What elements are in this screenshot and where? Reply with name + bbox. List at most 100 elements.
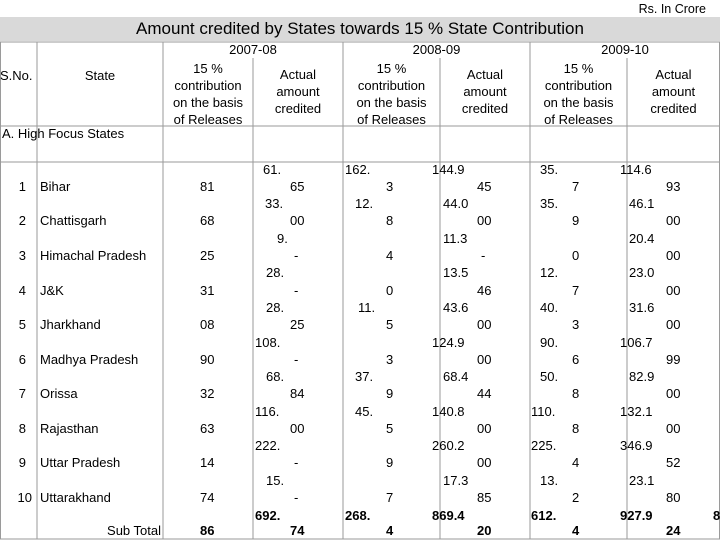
subtotal-contribution-2007: 86 [200,523,215,538]
row-contribution-2009-top: 50. [540,369,559,384]
row-actual-2007-top: 68. [266,369,285,384]
row-actual-2008-bottom: - [481,248,486,263]
row-contribution-2008-bottom: 4 [386,248,394,263]
row-actual-2007-top: 9. [277,231,288,246]
row-contribution-2008-bottom: 3 [386,352,394,367]
row-actual-2008-top: 144.9 [432,162,465,177]
edge-char: 8 [713,508,720,523]
row-actual-2007-bottom: - [294,283,299,298]
row-actual-2007-top: 222. [255,438,281,453]
row-contribution-2007: 90 [200,352,215,367]
subtotal-actual-2007-top: 692. [255,508,281,523]
subtotal-label: Sub Total [107,523,161,538]
row-contribution-2008-top: 162. [345,162,371,177]
table-title: Amount credited by States towards 15 % S… [136,19,584,38]
row-actual-2008-bottom: 44 [477,386,492,401]
subtotal-contribution-2009-bottom: 4 [572,523,580,538]
row-contribution-2009-bottom: 2 [572,490,580,505]
year-header-2007: 2007-08 [229,42,277,57]
unit-label: Rs. In Crore [638,2,706,16]
year-header-2009: 2009-10 [601,42,649,57]
row-sno: 9 [18,455,26,470]
row-actual-2009-top: 114.6 [620,162,652,177]
row-actual-2008-bottom: 00 [477,213,492,228]
subtotal-actual-2008-bottom: 20 [477,523,492,538]
subtotal-contribution-2008-top: 268. [345,508,371,523]
row-sno: 5 [18,317,26,332]
row-actual-2009-top: 346.9 [620,438,653,453]
row-contribution-2008-bottom: 7 [386,490,394,505]
row-actual-2009-top: 23.0 [629,265,655,280]
row-actual-2008-top: 260.2 [432,438,465,453]
row-contribution-2009-bottom: 0 [572,248,580,263]
row-actual-2009-bottom: 00 [666,317,681,332]
subtotal-actual-2007-bottom: 74 [290,523,305,538]
row-contribution-2008-bottom: 5 [386,317,394,332]
row-actual-2007-top: 116. [255,404,280,419]
row-actual-2007-top: 108. [255,335,281,350]
subtotal-actual-2008-top: 869.4 [432,508,465,523]
row-actual-2009-top: 82.9 [629,369,655,384]
row-contribution-2008-bottom: 5 [386,421,394,436]
row-actual-2009-bottom: 00 [666,421,681,436]
row-actual-2009-top: 20.4 [629,231,655,246]
row-state: Uttar Pradesh [40,455,121,470]
subtotal-actual-2009-top: 927.9 [620,508,653,523]
row-actual-2008-top: 140.8 [432,404,465,419]
row-actual-2007-bottom: - [294,248,299,263]
header-actual-2007: Actual amount credited [274,67,322,116]
row-sno: 10 [17,490,32,505]
row-actual-2009-bottom: 52 [666,455,681,470]
row-sno: 1 [18,179,26,194]
row-actual-2007-top: 15. [266,473,285,488]
row-contribution-2008-top: 45. [355,404,374,419]
row-contribution-2009-top: 225. [531,438,557,453]
row-actual-2008-bottom: 00 [477,317,492,332]
title-bar [0,17,720,41]
row-actual-2007-bottom: - [294,455,299,470]
row-contribution-2008-top: 11. [358,300,376,315]
row-actual-2009-bottom: 93 [666,179,681,194]
row-contribution-2009-bottom: 4 [572,455,580,470]
subtotal-actual-2009-bottom: 24 [666,523,681,538]
row-contribution-2008-top: 37. [355,369,374,384]
row-contribution-2008-top: 12. [355,196,374,211]
row-actual-2007-bottom: - [294,352,299,367]
row-sno: 2 [18,213,26,228]
row-state: Madhya Pradesh [40,352,139,367]
row-actual-2009-bottom: 80 [666,490,681,505]
row-contribution-2009-top: 40. [540,300,559,315]
row-actual-2009-top: 132.1 [620,404,653,419]
row-sno: 6 [18,352,26,367]
row-contribution-2009-top: 110. [531,404,556,419]
row-actual-2007-bottom: 25 [290,317,305,332]
section-label: A. High Focus States [2,126,125,141]
row-state: Jharkhand [40,317,101,332]
row-actual-2008-top: 68.4 [443,369,469,384]
row-contribution-2008-bottom: 9 [386,386,394,401]
row-actual-2009-top: 106.7 [620,335,653,350]
row-actual-2009-bottom: 00 [666,386,681,401]
row-actual-2008-top: 17.3 [443,473,469,488]
header-sno: S.No. [0,68,33,83]
row-contribution-2007: 14 [200,455,215,470]
row-actual-2007-top: 28. [266,265,285,280]
row-actual-2009-top: 23.1 [629,473,655,488]
row-contribution-2009-bottom: 8 [572,386,580,401]
header-contribution-2008: 15 % contribution on the basis of Releases [356,61,427,127]
row-sno: 3 [18,248,26,263]
row-contribution-2007: 08 [200,317,215,332]
row-contribution-2009-bottom: 7 [572,179,580,194]
row-contribution-2009-top: 13. [540,473,559,488]
row-contribution-2009-bottom: 8 [572,421,580,436]
row-actual-2008-bottom: 00 [477,455,492,470]
row-contribution-2009-top: 12. [540,265,559,280]
year-header-2008: 2008-09 [412,42,461,57]
row-actual-2007-top: 33. [265,196,284,211]
row-contribution-2009-top: 35. [540,196,559,211]
subtotal-contribution-2009-top: 612. [531,508,557,523]
row-actual-2008-top: 44.0 [443,196,469,211]
header-state: State [84,68,116,83]
row-contribution-2009-top: 35. [540,162,559,177]
